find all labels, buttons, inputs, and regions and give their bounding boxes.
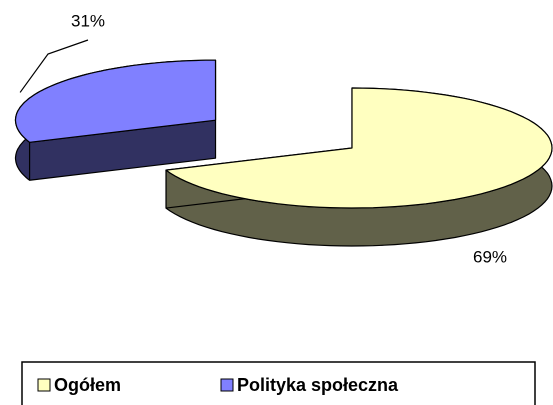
data-label: 69%	[473, 247, 507, 266]
legend-swatch	[220, 378, 234, 392]
legend-swatch	[37, 378, 51, 392]
data-label: 31%	[71, 11, 105, 30]
slice	[14, 59, 217, 143]
slice	[165, 87, 553, 209]
leader-line	[19, 39, 89, 93]
legend-label: Polityka społeczna	[237, 375, 399, 395]
plot-area: 69% 31%	[14, 11, 553, 266]
legend-box	[21, 361, 536, 405]
legend: Ogółem Polityka społeczna	[37, 375, 399, 395]
legend-label: Ogółem	[54, 375, 121, 395]
